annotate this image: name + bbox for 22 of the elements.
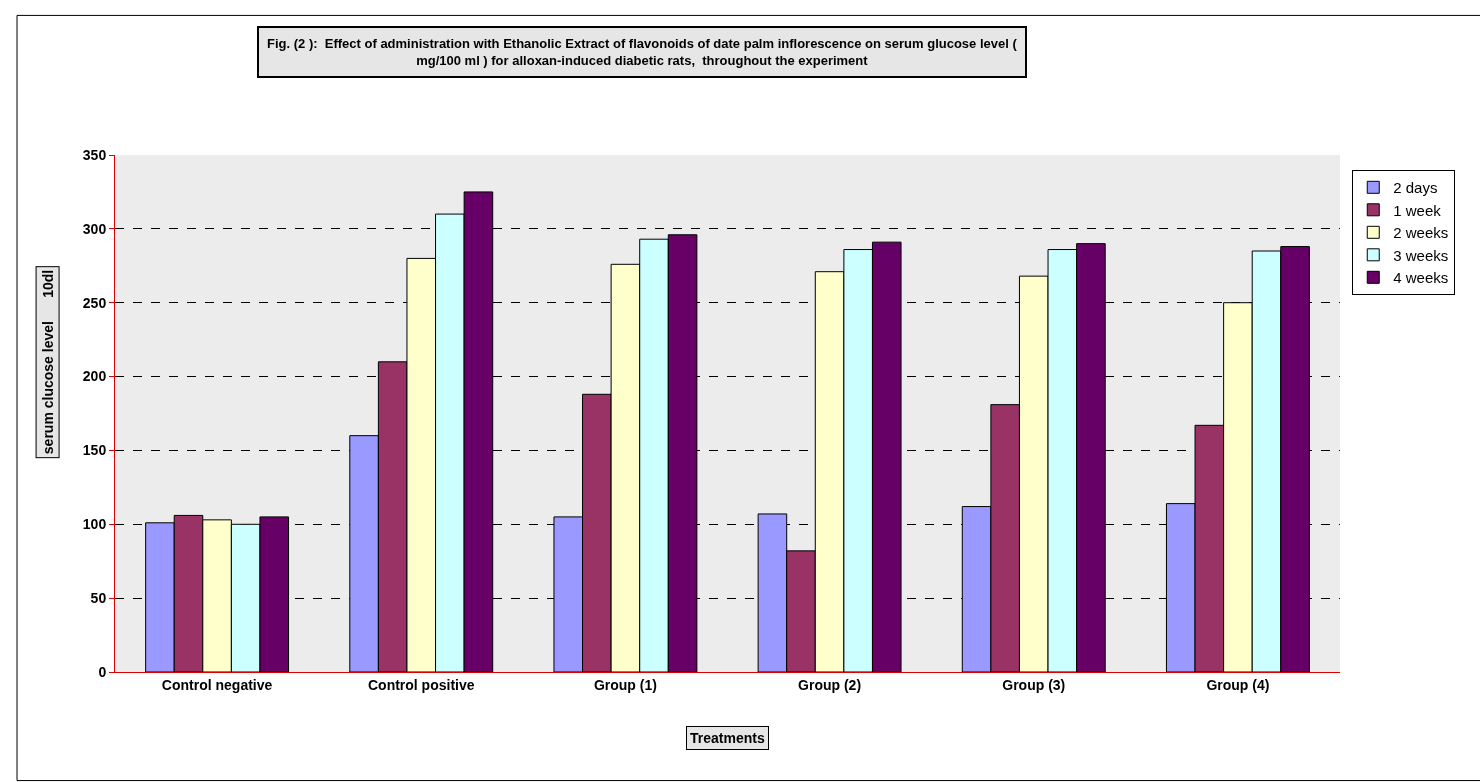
- x-tick-label: Group (4): [1206, 676, 1270, 693]
- y-tick-label: 350: [82, 146, 107, 163]
- legend-label: 4 weeks: [1393, 269, 1449, 287]
- y-axis-title: serum clucose level 10dl: [39, 269, 56, 455]
- y-tick-label: 150: [82, 442, 107, 459]
- legend-label: 3 weeks: [1393, 246, 1449, 264]
- legend-label: 1 week: [1393, 201, 1442, 219]
- y-tick-label: 100: [82, 516, 107, 533]
- x-tick-label: Control positive: [367, 676, 475, 693]
- y-tick-label: 50: [90, 590, 107, 607]
- y-tick-label: 0: [98, 663, 107, 680]
- x-tick-label: Group (3): [1002, 676, 1066, 693]
- x-tick-label: Control negative: [161, 676, 273, 693]
- x-tick-label: Group (1): [593, 676, 657, 693]
- legend-label: 2 days: [1393, 179, 1438, 197]
- y-tick-label: 250: [82, 294, 107, 311]
- x-axis-title: Treatments: [690, 730, 765, 746]
- legend-label: 2 weeks: [1393, 224, 1449, 242]
- y-tick-label: 300: [82, 220, 107, 237]
- y-tick-label: 200: [82, 368, 107, 385]
- chart-title: Fig. (2 ): Effect of administration with Ethanolic Extract of flavonoids of date palm inflorescence on serum glucose level ( mg/100 ml ) for alloxan-induced diabetic rats, throughout the experiment: [267, 36, 1018, 68]
- x-tick-label: Group (2): [798, 676, 862, 693]
